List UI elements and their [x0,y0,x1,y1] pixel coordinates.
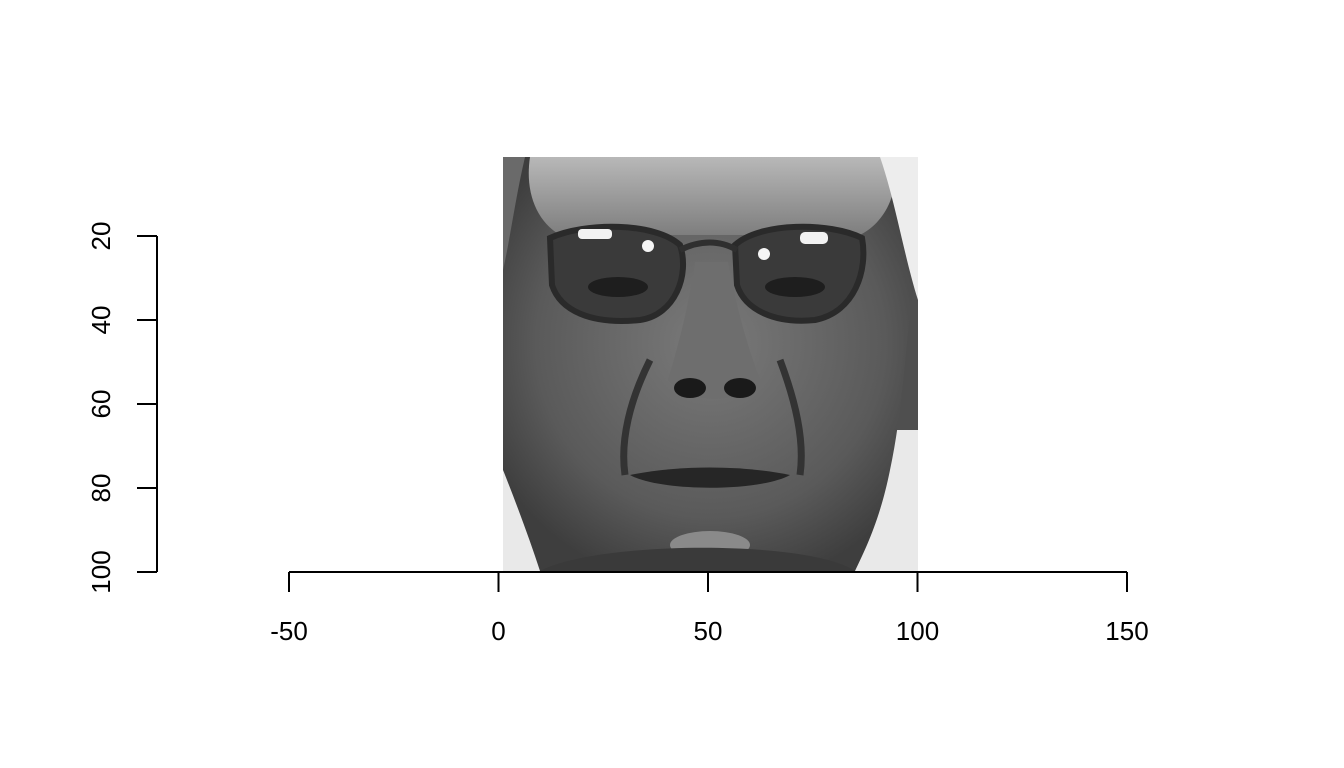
face-image [503,157,918,571]
y-tick-label: 40 [86,306,116,335]
x-tick-label: -50 [270,616,308,646]
x-tick-label: 100 [896,616,939,646]
x-tick-label: 0 [491,616,505,646]
x-tick-label: 50 [694,616,723,646]
y-tick-label: 80 [86,474,116,503]
x-axis: -50 0 50 100 150 [270,571,1149,646]
y-axis: 20 40 60 80 100 [86,222,158,594]
y-tick-label: 20 [86,222,116,251]
x-tick-label: 150 [1105,616,1148,646]
y-tick-label: 100 [86,550,116,593]
y-tick-label: 60 [86,390,116,419]
